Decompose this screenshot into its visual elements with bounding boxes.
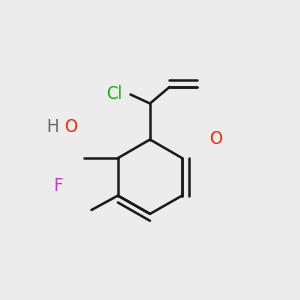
Text: F: F [54,177,63,195]
Text: O: O [209,130,223,148]
Text: H: H [46,118,59,136]
Text: O: O [64,118,77,136]
Text: Cl: Cl [106,85,122,103]
